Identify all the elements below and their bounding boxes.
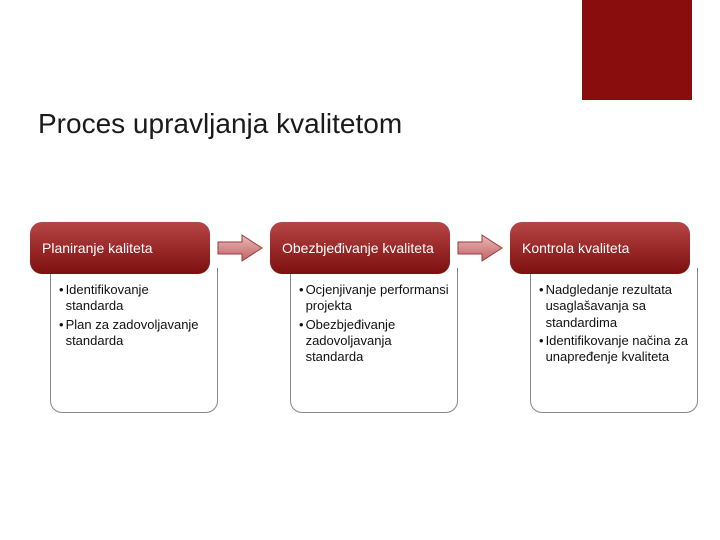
bullet-text: Obezbjeđivanje zadovoljavanja standarda: [306, 317, 449, 366]
column-body: • Ocjenjivanje performansi projekta • Ob…: [290, 268, 458, 413]
bullet-icon: •: [299, 282, 304, 315]
slide: Proces upravljanja kvalitetom Planiranje…: [0, 0, 720, 540]
bullet-text: Nadgledanje rezultata usaglašavanja sa s…: [546, 282, 689, 331]
corner-accent-box: [582, 0, 692, 100]
bullet-item: • Ocjenjivanje performansi projekta: [299, 282, 449, 315]
slide-title: Proces upravljanja kvalitetom: [38, 108, 402, 140]
bullet-text: Ocjenjivanje performansi projekta: [306, 282, 449, 315]
flow-column: Kontrola kvaliteta • Nadgledanje rezulta…: [510, 222, 690, 413]
process-flow: Planiranje kaliteta • Identifikovanje st…: [30, 222, 696, 413]
column-header-label: Kontrola kvaliteta: [522, 240, 629, 257]
bullet-icon: •: [59, 317, 64, 350]
bullet-icon: •: [299, 317, 304, 366]
column-header: Planiranje kaliteta: [30, 222, 210, 274]
column-header-label: Obezbjeđivanje kvaliteta: [282, 240, 434, 257]
bullet-text: Plan za zadovoljavanje standarda: [66, 317, 209, 350]
column-header: Obezbjeđivanje kvaliteta: [270, 222, 450, 274]
column-header: Kontrola kvaliteta: [510, 222, 690, 274]
bullet-text: Identifikovanje standarda: [66, 282, 209, 315]
bullet-icon: •: [539, 282, 544, 331]
flow-column: Obezbjeđivanje kvaliteta • Ocjenjivanje …: [270, 222, 450, 413]
bullet-item: • Nadgledanje rezultata usaglašavanja sa…: [539, 282, 689, 331]
arrow-container: [450, 222, 510, 274]
column-body: • Nadgledanje rezultata usaglašavanja sa…: [530, 268, 698, 413]
bullet-icon: •: [59, 282, 64, 315]
bullet-icon: •: [539, 333, 544, 366]
arrow-container: [210, 222, 270, 274]
arrow-right-icon: [456, 233, 504, 263]
bullet-item: • Obezbjeđivanje zadovoljavanja standard…: [299, 317, 449, 366]
flow-column: Planiranje kaliteta • Identifikovanje st…: [30, 222, 210, 413]
column-body: • Identifikovanje standarda • Plan za za…: [50, 268, 218, 413]
column-header-label: Planiranje kaliteta: [42, 240, 153, 257]
arrow-right-icon: [216, 233, 264, 263]
bullet-text: Identifikovanje načina za unapređenje kv…: [546, 333, 689, 366]
bullet-item: • Identifikovanje standarda: [59, 282, 209, 315]
bullet-item: • Plan za zadovoljavanje standarda: [59, 317, 209, 350]
bullet-item: • Identifikovanje načina za unapređenje …: [539, 333, 689, 366]
